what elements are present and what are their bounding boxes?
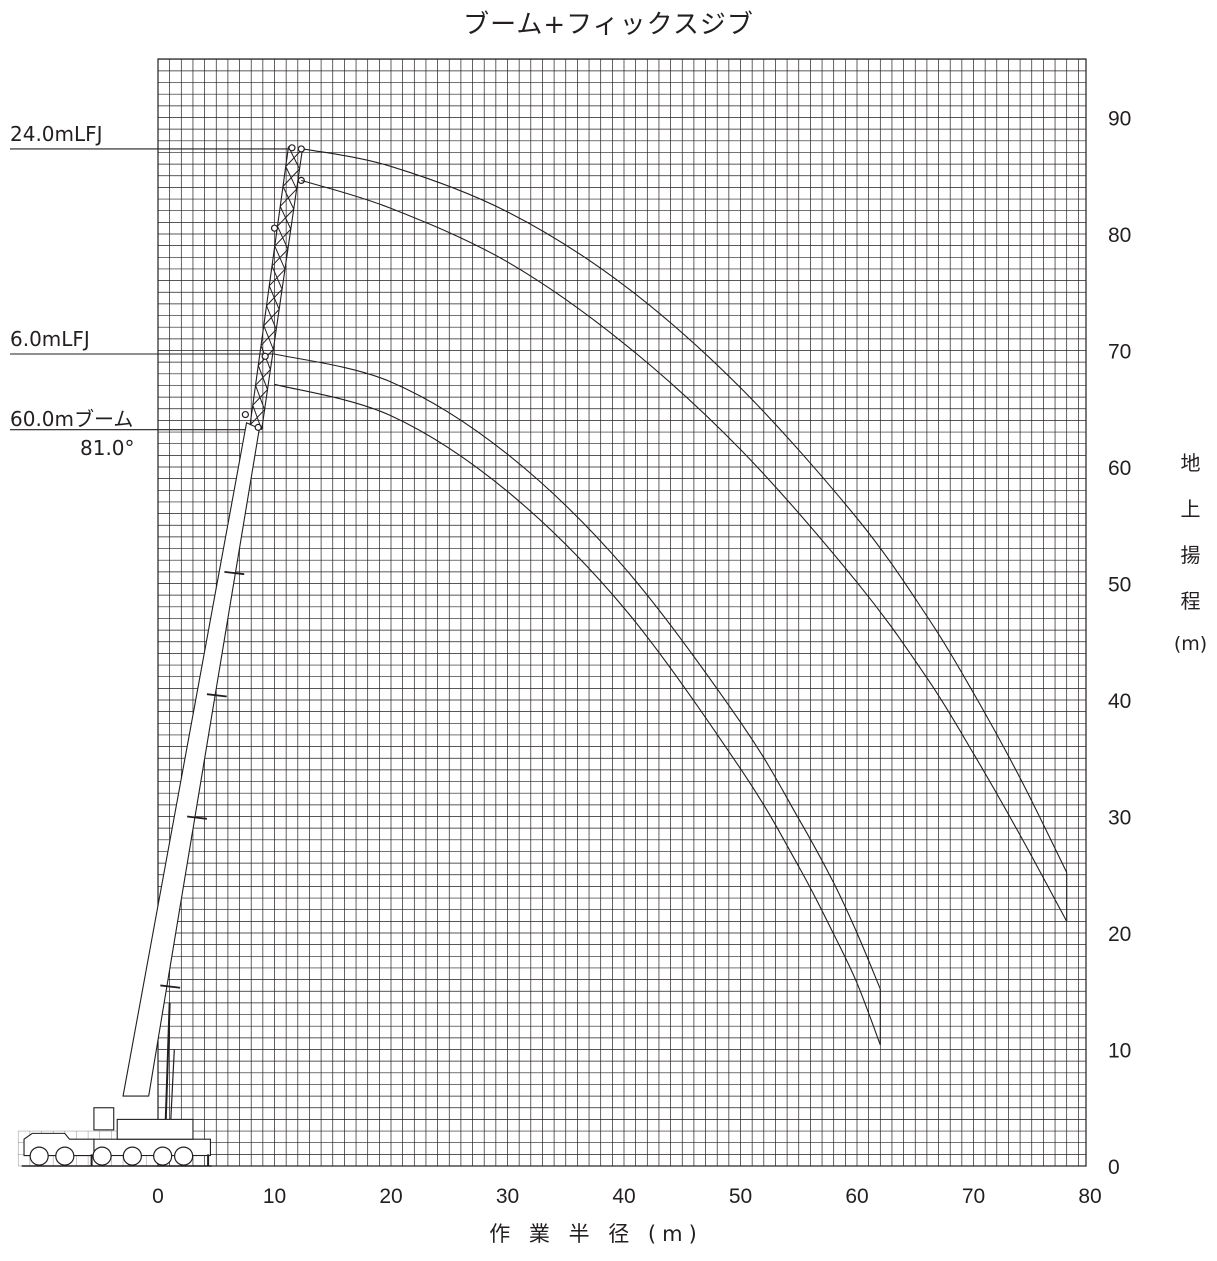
- boom-joint: [224, 570, 245, 576]
- sheave: [270, 224, 279, 232]
- boom-joint: [160, 984, 181, 989]
- wheel: [174, 1146, 194, 1166]
- y-tick-label: 20: [1108, 923, 1131, 946]
- y-axis-label-char: 地: [1180, 451, 1201, 475]
- curve-1: [303, 148, 1068, 873]
- x-tick-label: 60: [845, 1185, 868, 1208]
- wheel: [153, 1146, 173, 1166]
- y-tick-label: 70: [1108, 341, 1131, 364]
- y-tick-label: 40: [1108, 690, 1131, 713]
- y-axis-label-unit: (m): [1173, 633, 1208, 655]
- grid: [17, 58, 1087, 1167]
- curves: [274, 148, 1068, 1046]
- x-tick-label: 40: [612, 1185, 635, 1208]
- x-tick-label: 70: [962, 1185, 985, 1208]
- y-axis-label: 地 上 揚 程 (m): [1168, 440, 1213, 664]
- jib-lattice: [249, 146, 303, 430]
- x-tick-label: 20: [379, 1185, 402, 1208]
- sheave: [241, 410, 249, 419]
- callout-6m-jib: 6.0mLFJ: [10, 326, 90, 351]
- x-tick-label: 80: [1078, 1185, 1101, 1208]
- callout-boom-angle: 81.0°: [80, 435, 135, 460]
- sheave: [261, 352, 269, 360]
- wheel: [122, 1146, 142, 1166]
- boom-joint: [206, 693, 227, 698]
- wheel: [92, 1146, 112, 1166]
- y-axis-label-char: 程: [1180, 589, 1201, 613]
- callout-24m-jib: 24.0mLFJ: [10, 121, 103, 146]
- superstructure: [116, 1118, 194, 1140]
- boom-joint: [187, 815, 208, 820]
- y-tick-label: 30: [1108, 807, 1131, 830]
- operator-cab: [93, 1107, 115, 1131]
- boom: [122, 421, 260, 1097]
- chart-title: ブーム+フィックスジブ: [463, 10, 754, 40]
- wheel: [55, 1146, 75, 1166]
- sheave: [288, 144, 296, 152]
- x-tick-label: 10: [263, 1185, 286, 1208]
- sheave: [297, 145, 305, 153]
- y-tick-label: 50: [1108, 574, 1131, 597]
- reference-lines: [10, 148, 295, 431]
- y-tick-label: 80: [1108, 224, 1131, 247]
- y-tick-label: 60: [1108, 457, 1131, 480]
- x-tick-label: 50: [729, 1185, 752, 1208]
- y-tick-label: 10: [1108, 1040, 1131, 1063]
- wheel: [29, 1146, 49, 1166]
- curve-2: [301, 179, 1068, 922]
- grid-lines: [157, 58, 1086, 1167]
- sheave: [254, 423, 262, 431]
- y-axis-label-char: 上: [1180, 497, 1201, 521]
- tick-labels: 0 10 20 30 40 50 60 70 80 0 10 20 30 40 50 60 70 80 90: [152, 108, 1131, 1209]
- callout-boom: 60.0mブーム: [10, 406, 134, 431]
- carrier-frame: [93, 1138, 211, 1157]
- plot-frame: [157, 58, 1087, 1167]
- crane-drawing: [21, 144, 305, 1167]
- y-axis-label-char: 揚: [1180, 543, 1201, 567]
- x-axis-label: 作 業 半 径 (m): [489, 1222, 703, 1246]
- curve-4: [274, 383, 881, 1046]
- x-tick-label: 0: [152, 1185, 164, 1208]
- y-tick-label: 0: [1108, 1156, 1120, 1179]
- x-tick-label: 30: [496, 1185, 519, 1208]
- curve-3: [274, 353, 881, 990]
- y-tick-label: 90: [1108, 108, 1131, 131]
